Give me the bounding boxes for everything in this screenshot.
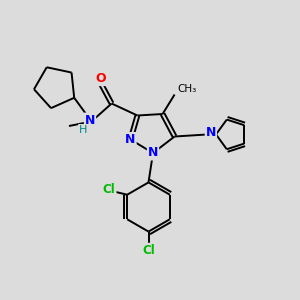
Text: CH₃: CH₃ [178, 84, 197, 94]
Text: Cl: Cl [103, 183, 116, 196]
Text: N: N [206, 126, 216, 140]
Text: N: N [125, 133, 136, 146]
Text: Cl: Cl [142, 244, 155, 257]
Text: N: N [148, 146, 158, 160]
Text: O: O [95, 72, 106, 85]
Text: N: N [85, 113, 95, 127]
Text: H: H [79, 125, 87, 135]
